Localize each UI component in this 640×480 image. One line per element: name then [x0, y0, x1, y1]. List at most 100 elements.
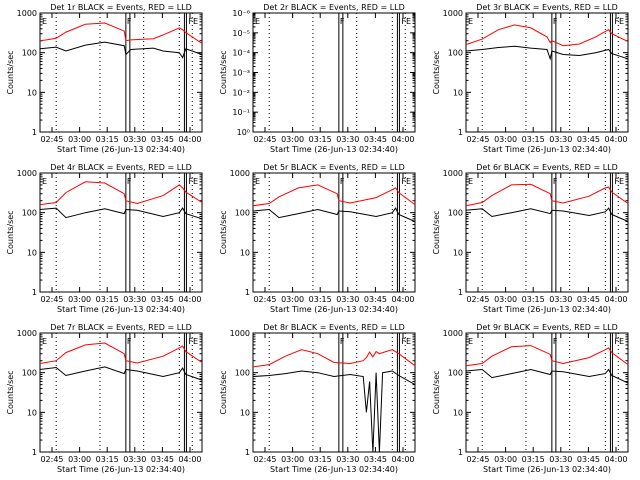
panel-title: Det 2r BLACK = Events, RED = LLD: [263, 3, 405, 12]
y-tick-label: 1000: [443, 329, 463, 338]
y-tick-label: 100: [448, 49, 463, 58]
x-tick-label: 03:00: [281, 455, 304, 464]
y-tick-label: 1000: [17, 9, 37, 18]
x-tick-label: 03:45: [151, 135, 174, 144]
marker-label: FE: [401, 337, 411, 346]
marker-label: FE: [188, 17, 198, 26]
x-tick-label: 02:45: [253, 295, 276, 304]
x-axis-label: Start Time (26-Jun-13 02:34:40): [57, 305, 185, 314]
panel-title: Det 4r BLACK = Events, RED = LLD: [50, 163, 192, 172]
panel-title: Det 6r BLACK = Events, RED = LLD: [476, 163, 618, 172]
x-tick-label: 04:00: [604, 135, 627, 144]
x-tick-label: 03:30: [549, 135, 572, 144]
x-tick-label: 03:45: [364, 135, 387, 144]
marker-label: F: [127, 17, 132, 26]
y-tick-label: 1: [458, 128, 463, 137]
panel-det-3: Det 3r BLACK = Events, RED = LLD 1 10 100 10…: [432, 3, 629, 154]
x-tick-label: 03:45: [151, 455, 174, 464]
x-tick-label: 04:00: [178, 135, 201, 144]
x-tick-label: 02:45: [40, 455, 63, 464]
x-tick-label: 03:00: [281, 295, 304, 304]
x-tick-label: 03:15: [96, 455, 119, 464]
plot-frame: [39, 12, 203, 133]
marker-label: E: [468, 177, 473, 186]
marker-label: E: [42, 337, 47, 346]
y-axis-label: Counts/sec: [6, 210, 15, 254]
marker-label: F: [340, 177, 345, 186]
y-tick-label: 1000: [230, 329, 250, 338]
y-tick-label: 1: [32, 288, 37, 297]
marker-label: E: [255, 177, 260, 186]
panel-title: Det 3r BLACK = Events, RED = LLD: [476, 3, 618, 12]
x-tick-label: 03:30: [123, 295, 146, 304]
x-tick-label: 03:00: [68, 455, 91, 464]
x-axis-label: Start Time (26-Jun-13 02:34:40): [270, 465, 398, 474]
x-tick-label: 03:45: [577, 135, 600, 144]
series-line-events: [39, 207, 203, 220]
panel-title: Det 9r BLACK = Events, RED = LLD: [476, 323, 618, 332]
x-tick-label: 03:15: [309, 455, 332, 464]
y-tick-label: 1: [458, 288, 463, 297]
x-tick-label: 02:45: [253, 455, 276, 464]
x-tick-label: 03:45: [577, 295, 600, 304]
x-tick-label: 03:00: [68, 135, 91, 144]
y-tick-label: 100: [22, 209, 37, 218]
x-axis-label: Start Time (26-Jun-13 02:34:40): [57, 465, 185, 474]
y-tick-label: 10⁻¹: [232, 108, 250, 117]
series-line-lld: [39, 342, 203, 364]
x-tick-label: 03:45: [151, 295, 174, 304]
x-tick-label: 03:15: [309, 295, 332, 304]
x-tick-label: 03:15: [522, 455, 545, 464]
x-tick-label: 04:00: [604, 455, 627, 464]
panel-det-9: Det 9r BLACK = Events, RED = LLD 1 10 100 10…: [432, 323, 629, 474]
x-tick-label: 02:45: [466, 455, 489, 464]
x-tick-label: 03:30: [336, 295, 359, 304]
marker-label: F: [553, 337, 558, 346]
y-tick-label: 10: [453, 248, 463, 257]
x-tick-label: 03:15: [522, 135, 545, 144]
x-tick-label: 04:00: [178, 295, 201, 304]
marker-label: E: [42, 177, 47, 186]
x-tick-label: 03:15: [96, 295, 119, 304]
marker-label: E: [468, 17, 473, 26]
x-tick-label: 03:00: [281, 135, 304, 144]
series-line-events: [39, 366, 203, 381]
series-line-events: [465, 207, 629, 222]
marker-label: FE: [401, 177, 411, 186]
x-tick-label: 03:30: [123, 135, 146, 144]
x-tick-label: 04:00: [391, 455, 414, 464]
y-tick-label: 10⁻³: [232, 69, 250, 78]
y-tick-label: 10⁻⁴: [232, 49, 250, 58]
y-tick-label: 1: [458, 448, 463, 457]
series-line-lld: [252, 349, 416, 368]
marker-label: FE: [614, 337, 624, 346]
marker-label: F: [553, 17, 558, 26]
series-line-lld: [465, 345, 629, 367]
x-axis-label: Start Time (26-Jun-13 02:34:40): [483, 145, 611, 154]
y-tick-label: 100: [22, 369, 37, 378]
panel-det-2: Det 2r BLACK = Events, RED = LLD 10⁰ 10⁻¹ 1…: [219, 3, 416, 154]
x-tick-label: 03:45: [577, 455, 600, 464]
x-axis-label: Start Time (26-Jun-13 02:34:40): [483, 465, 611, 474]
x-axis-label: Start Time (26-Jun-13 02:34:40): [483, 305, 611, 314]
y-tick-label: 1000: [443, 9, 463, 18]
y-tick-label: 10: [240, 408, 250, 417]
marker-label: FE: [188, 177, 198, 186]
y-tick-label: 1: [32, 128, 37, 137]
series-line-events: [252, 370, 416, 453]
y-tick-label: 1000: [443, 169, 463, 178]
series-line-lld: [39, 22, 203, 44]
plot-frame: [39, 332, 203, 453]
plot-frame: [252, 12, 416, 133]
plot-frame: [465, 172, 629, 293]
plot-frame: [252, 332, 416, 453]
y-tick-label: 10⁻⁶: [232, 9, 250, 18]
x-tick-label: 02:45: [40, 295, 63, 304]
marker-label: FE: [401, 17, 411, 26]
x-tick-label: 03:15: [96, 135, 119, 144]
series-line-events: [465, 368, 629, 384]
x-tick-label: 03:30: [123, 455, 146, 464]
x-tick-label: 03:45: [364, 455, 387, 464]
series-line-events: [252, 207, 416, 222]
x-tick-label: 03:45: [364, 295, 387, 304]
